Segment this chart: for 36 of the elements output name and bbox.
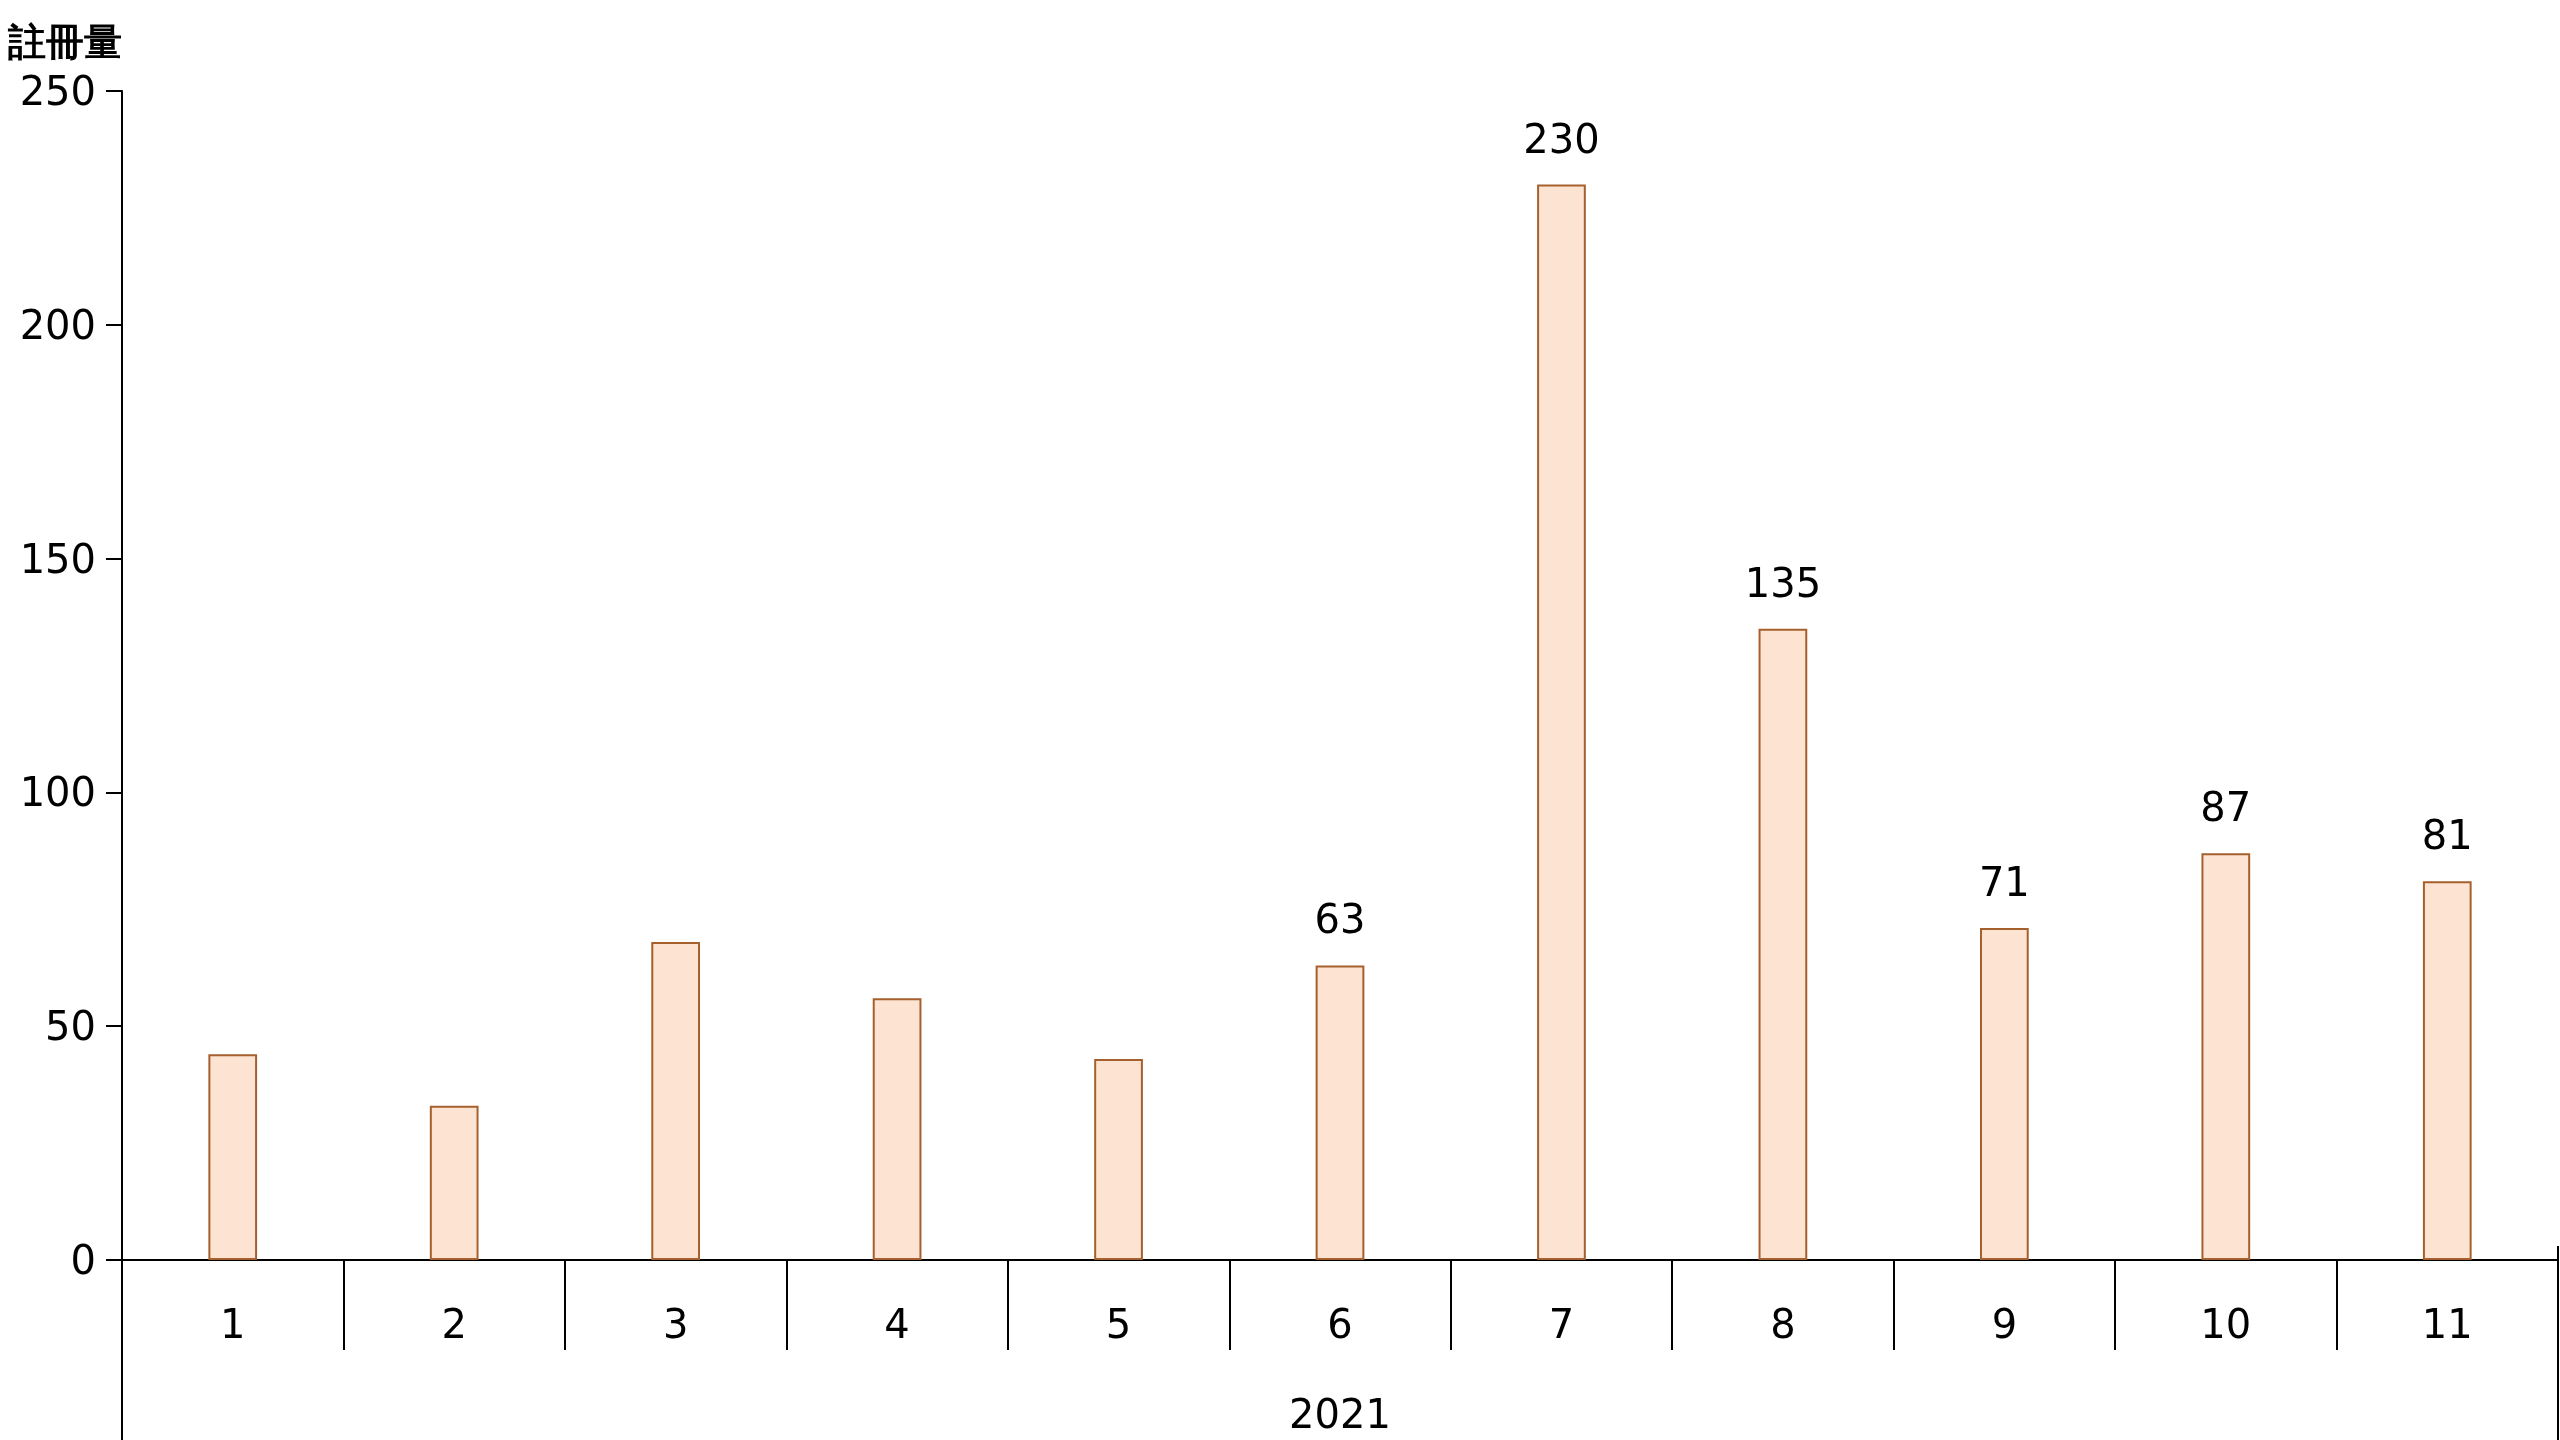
x-tick-label: 7 bbox=[1548, 1301, 1575, 1347]
y-tick-label: 200 bbox=[19, 301, 96, 348]
bar bbox=[208, 1054, 258, 1260]
y-tick-label: 150 bbox=[19, 535, 96, 582]
y-axis-title: 註冊量 bbox=[7, 20, 122, 64]
data-label: 87 bbox=[2200, 784, 2252, 831]
y-tick-label: 0 bbox=[70, 1237, 96, 1283]
y-tick-label: 50 bbox=[45, 1003, 96, 1050]
y-tick-label: 100 bbox=[19, 769, 96, 816]
x-tick-label: 5 bbox=[1105, 1301, 1132, 1347]
bar bbox=[1980, 928, 2029, 1260]
x-axis-title: 2021 bbox=[1289, 1391, 1391, 1437]
data-label: 81 bbox=[2421, 812, 2473, 859]
bar bbox=[429, 1105, 479, 1260]
x-tick-label: 9 bbox=[1991, 1301, 2018, 1347]
data-label: 63 bbox=[1314, 896, 1366, 943]
data-label: 71 bbox=[1978, 859, 2030, 905]
bar bbox=[2201, 853, 2251, 1260]
bar bbox=[1758, 628, 1808, 1260]
bar bbox=[1537, 184, 1586, 1260]
x-tick-label: 8 bbox=[1770, 1301, 1796, 1347]
x-tick-label: 6 bbox=[1327, 1301, 1353, 1347]
bar bbox=[872, 998, 922, 1260]
bar bbox=[1315, 965, 1365, 1260]
x-tick-label: 1 bbox=[220, 1301, 246, 1347]
data-label: 135 bbox=[1744, 559, 1822, 606]
bar bbox=[1094, 1058, 1143, 1260]
x-tick-label: 4 bbox=[884, 1301, 910, 1347]
data-label: 230 bbox=[1523, 115, 1600, 162]
x-tick-label: 2 bbox=[441, 1301, 467, 1347]
bar bbox=[2422, 881, 2472, 1260]
x-tick-label: 3 bbox=[662, 1301, 689, 1347]
bar bbox=[651, 942, 700, 1260]
y-tick-label: 250 bbox=[19, 68, 96, 114]
x-tick-label: 11 bbox=[2421, 1301, 2473, 1347]
x-tick-label: 10 bbox=[2200, 1301, 2252, 1347]
